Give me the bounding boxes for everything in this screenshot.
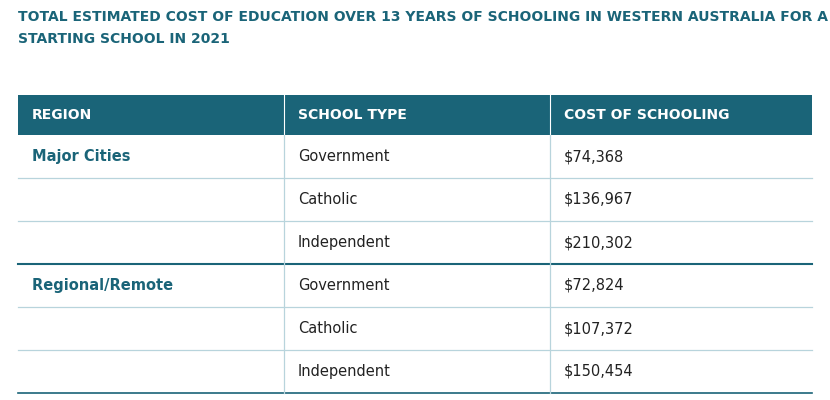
- Bar: [18, 178, 812, 221]
- Bar: [18, 264, 812, 307]
- Text: $107,372: $107,372: [564, 321, 634, 336]
- Text: SCHOOL TYPE: SCHOOL TYPE: [298, 108, 407, 122]
- Text: STARTING SCHOOL IN 2021: STARTING SCHOOL IN 2021: [18, 32, 230, 46]
- Text: Regional/​Remote: Regional/​Remote: [32, 278, 173, 293]
- Text: $74,368: $74,368: [564, 149, 624, 164]
- Text: Government: Government: [298, 278, 389, 293]
- Text: COST OF SCHOOLING: COST OF SCHOOLING: [564, 108, 730, 122]
- Bar: [18, 221, 812, 264]
- Text: Independent: Independent: [298, 235, 391, 250]
- Text: Independent: Independent: [298, 364, 391, 379]
- Text: $72,824: $72,824: [564, 278, 625, 293]
- Text: Government: Government: [298, 149, 389, 164]
- Text: $210,302: $210,302: [564, 235, 634, 250]
- Text: Catholic: Catholic: [298, 192, 358, 207]
- Text: REGION: REGION: [32, 108, 92, 122]
- Text: Major Cities: Major Cities: [32, 149, 130, 164]
- Bar: [18, 307, 812, 350]
- Bar: [18, 350, 812, 393]
- Text: TOTAL ESTIMATED COST OF EDUCATION OVER 13 YEARS OF SCHOOLING IN WESTERN AUSTRALI: TOTAL ESTIMATED COST OF EDUCATION OVER 1…: [18, 10, 830, 24]
- Text: Catholic: Catholic: [298, 321, 358, 336]
- Bar: [18, 135, 812, 178]
- Text: $150,454: $150,454: [564, 364, 633, 379]
- Text: $136,967: $136,967: [564, 192, 633, 207]
- Bar: [18, 95, 812, 135]
